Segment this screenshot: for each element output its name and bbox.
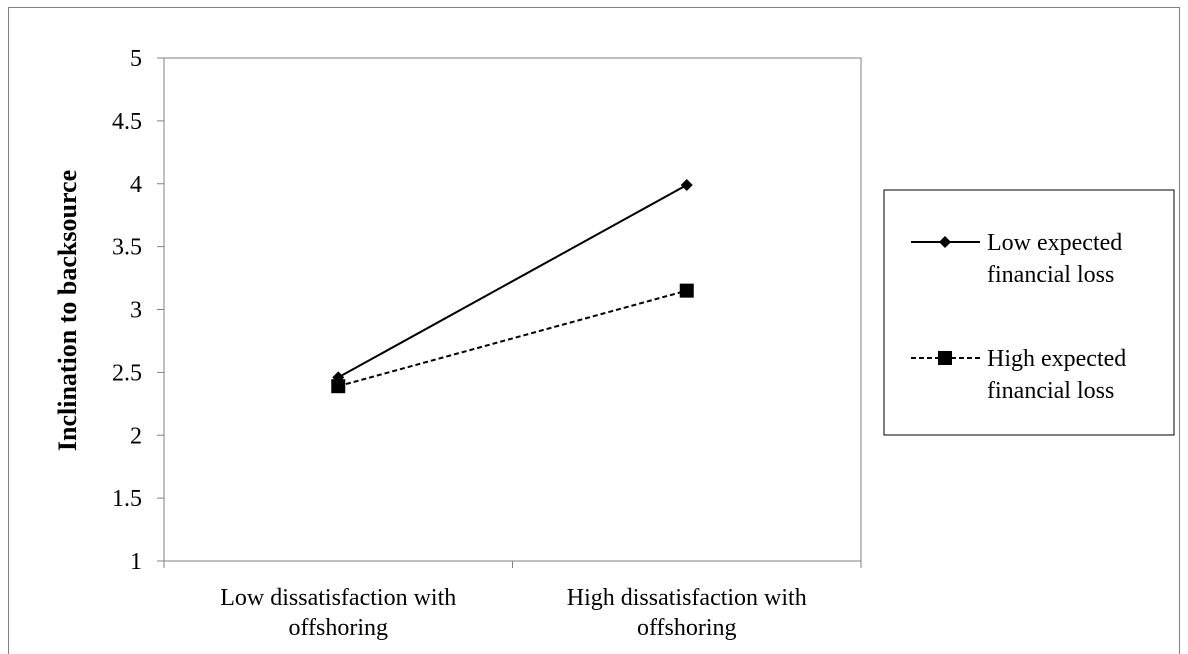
legend-label: High expected financial loss bbox=[987, 346, 1126, 404]
legend: Low expected financial loss High expected f… bbox=[883, 189, 1175, 436]
y-tick-label: 1 bbox=[130, 549, 142, 575]
y-tick-label: 4.5 bbox=[112, 109, 142, 135]
data-point bbox=[331, 379, 346, 394]
legend-box bbox=[883, 189, 1175, 436]
y-tick-label: 5 bbox=[130, 46, 142, 72]
x-category-label: High dissatisfaction with offshoring bbox=[567, 585, 807, 641]
y-axis-title: Inclination to backsource bbox=[53, 170, 82, 451]
x-category-label: Low dissatisfaction with offshoring bbox=[220, 585, 456, 641]
series-line bbox=[337, 184, 688, 379]
y-tick-label: 2.5 bbox=[112, 360, 142, 386]
legend-marker bbox=[938, 351, 952, 365]
legend-marker bbox=[939, 236, 951, 248]
legend-label: Low expected financial loss bbox=[987, 230, 1122, 288]
data-point bbox=[679, 283, 694, 298]
y-tick-label: 3 bbox=[130, 298, 142, 324]
y-axis-ticks: 1 1.5 2 2.5 3 3.5 4 4.5 5 bbox=[112, 46, 164, 575]
y-tick-label: 3.5 bbox=[112, 235, 142, 261]
series-line bbox=[337, 289, 688, 388]
y-tick-label: 1.5 bbox=[112, 486, 142, 512]
data-point bbox=[680, 179, 693, 192]
x-axis-categories: Low dissatisfaction with offshoring High d… bbox=[163, 561, 862, 641]
series-layer bbox=[331, 179, 694, 394]
y-tick-label: 4 bbox=[130, 172, 142, 198]
axes bbox=[163, 58, 861, 562]
y-tick-label: 2 bbox=[130, 423, 142, 449]
plot-area bbox=[163, 57, 862, 562]
